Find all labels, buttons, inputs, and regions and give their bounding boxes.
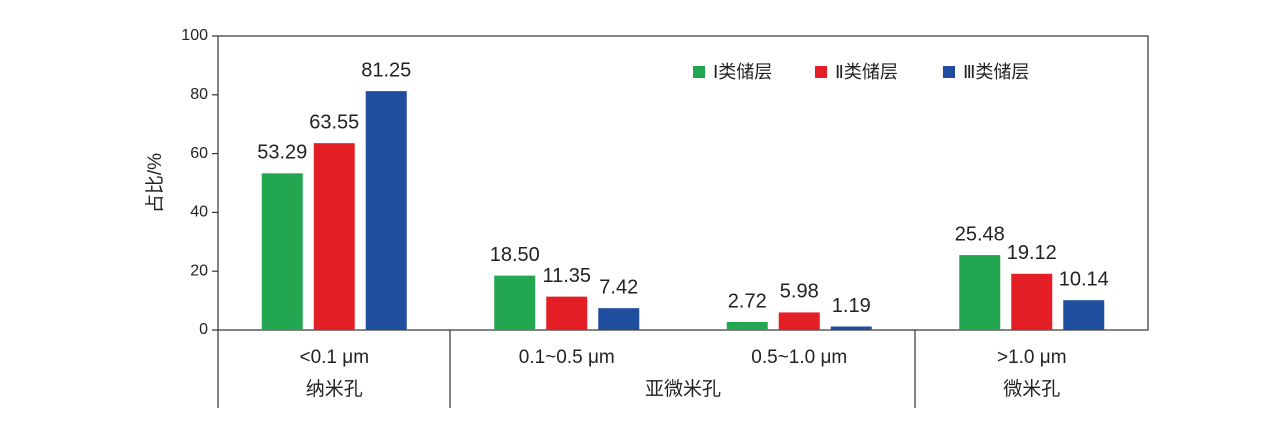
legend-swatch: [693, 66, 705, 78]
x-tick-label: 0.1~0.5 μm: [519, 347, 615, 368]
plot-frame: [217, 35, 1149, 331]
bar: [494, 275, 536, 330]
value-label: 81.25: [361, 59, 411, 81]
y-tick-label: 80: [190, 86, 208, 103]
value-label: 11.35: [542, 265, 591, 287]
value-label: 1.19: [832, 295, 871, 317]
legend-swatch: [815, 66, 827, 78]
group-label: 微米孔: [1003, 378, 1060, 400]
value-label: 7.42: [599, 276, 638, 298]
x-tick-label: <0.1 μm: [299, 347, 369, 368]
bar: [546, 296, 588, 330]
group-label: 亚微米孔: [645, 378, 721, 400]
legend-label: Ⅲ类储层: [963, 62, 1029, 82]
bar: [778, 312, 820, 330]
value-label: 25.48: [955, 223, 1005, 245]
y-tick-label: 0: [199, 321, 208, 338]
y-tick-label: 40: [190, 204, 208, 221]
bar: [261, 173, 303, 330]
y-tick-label: 60: [190, 145, 208, 162]
y-tick-label: 20: [190, 262, 208, 279]
value-label: 5.98: [780, 281, 819, 303]
bar: [830, 326, 872, 330]
legend-label: Ⅰ类储层: [713, 62, 772, 82]
bar: [1063, 300, 1105, 330]
y-axis-label: 占比/%: [144, 153, 166, 213]
value-label: 53.29: [257, 142, 307, 164]
value-label: 2.72: [728, 290, 767, 312]
legend-swatch: [943, 66, 955, 78]
value-label: 18.50: [490, 244, 540, 266]
value-label: 63.55: [309, 111, 359, 133]
x-tick-label: >1.0 μm: [997, 347, 1067, 368]
group-label: 纳米孔: [306, 378, 363, 400]
x-tick-label: 0.5~1.0 μm: [751, 347, 847, 368]
value-label: 10.14: [1059, 268, 1109, 290]
bar: [313, 143, 355, 330]
bar: [959, 255, 1001, 330]
legend-label: Ⅱ类储层: [835, 62, 898, 82]
bar: [1011, 273, 1053, 330]
value-label: 19.12: [1007, 242, 1057, 264]
y-tick-label: 100: [181, 27, 208, 44]
bar: [365, 91, 407, 330]
bar: [726, 322, 768, 330]
bar: [598, 308, 640, 330]
